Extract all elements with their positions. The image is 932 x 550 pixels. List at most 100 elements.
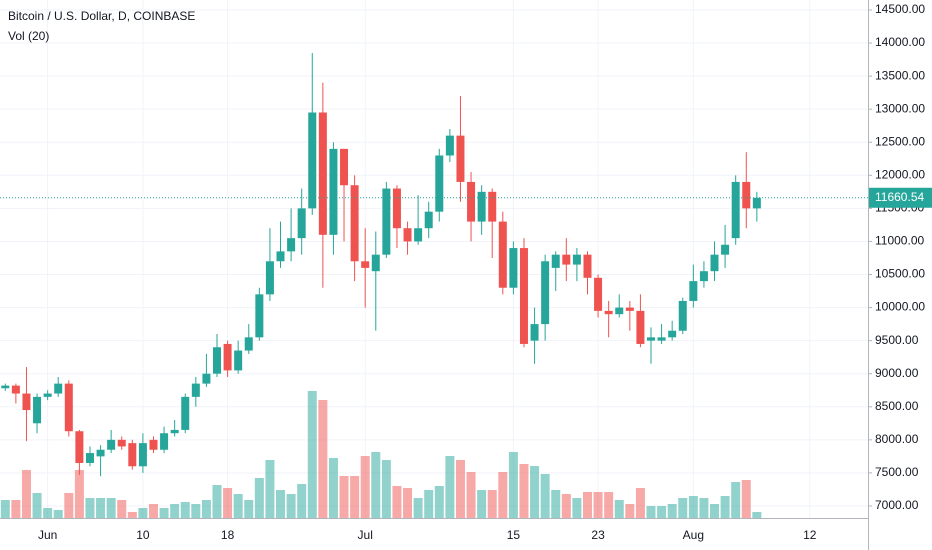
candle-body [287,238,296,252]
y-tick-label: 8500.00 [875,399,919,413]
candle-body [541,261,550,325]
candle-body [297,208,306,239]
candle-body [625,307,634,311]
y-tick-label: 12500.00 [875,134,925,148]
volume-bar [191,504,201,518]
candle-body [752,197,761,209]
candle-body [583,254,592,278]
volume-bar [297,484,307,518]
volume-bar [85,498,95,518]
volume-bar [731,482,741,518]
volume-bar [170,504,180,518]
volume-bar [646,506,656,518]
candle-body [477,191,486,222]
candle-body [234,350,243,371]
volume-bar [678,498,688,518]
volume-bar [318,400,328,518]
volume-bar [445,456,455,518]
volume-bar [223,488,233,518]
volume-bar [53,510,63,518]
candle-body [382,188,391,255]
candle-body [710,254,719,272]
volume-bar [0,500,10,518]
volume-bar [741,480,751,518]
volume-bar [148,504,158,518]
volume-bar [688,496,698,518]
volume-bar [254,478,264,518]
chart-title: Bitcoin / U.S. Dollar, D, COINBASE [8,9,195,23]
candle-body [276,251,285,262]
indicator-label: Vol (20) [8,29,49,43]
candle-body [1,385,10,389]
volume-bar [519,464,529,518]
candle-body [149,439,158,450]
candle-body [181,396,190,430]
volume-bar [498,472,508,518]
y-tick-label: 9500.00 [875,333,919,347]
volume-bar [487,490,497,518]
candle-body [594,277,603,311]
volume-bar [117,500,127,518]
candle-body [678,300,687,331]
candle-body [562,254,571,265]
volume-bar [424,490,434,518]
volume-bar [371,452,381,518]
volume-bar [180,502,190,518]
x-tick-label: Aug [683,528,704,542]
y-tick-label: 10500.00 [875,267,925,281]
volume-bar [720,496,730,518]
volume-bar [582,492,592,518]
candle-body [551,254,560,268]
candle-body [467,181,476,222]
volume-bar [106,498,116,518]
volume-bar [657,506,667,518]
candle-body [615,307,624,315]
y-tick-label: 12000.00 [875,167,925,181]
candle-body [308,112,317,209]
candle-body [54,383,63,394]
volume-bar [233,494,243,518]
volume-bar [593,492,603,518]
candle-body [191,383,200,397]
y-tick-label: 7500.00 [875,465,919,479]
volume-bar [11,500,21,518]
volume-bar [530,466,540,518]
volume-bar [360,456,370,518]
candle-body [435,155,444,212]
candle-body [117,439,126,447]
candle-body [22,393,31,411]
volume-bar [286,494,296,518]
candle-body [721,244,730,255]
y-tick-label: 7000.00 [875,498,919,512]
candle-body [699,271,708,282]
volume-bar [159,508,169,518]
candle-body [647,337,655,341]
candle-body [160,433,169,450]
volume-bar [667,504,677,518]
candle-body [636,310,645,344]
volume-bar [244,500,254,518]
volume-bar [21,470,31,518]
volume-bar [392,486,402,518]
volume-bar [328,458,338,518]
volume-bar [64,493,74,518]
candle-body [202,373,211,384]
y-tick-label: 9000.00 [875,366,919,380]
volume-bar [276,490,286,518]
volume-bar [710,504,720,518]
volume-bar [455,460,465,518]
candle-body [403,228,412,242]
volume-bar [561,494,571,518]
volume-bar [138,508,148,518]
y-tick-label: 14000.00 [875,35,925,49]
candle-body [128,443,137,467]
x-tick-label: Jun [38,528,57,542]
volume-bar [572,498,582,518]
candle-body [572,254,581,265]
grid-layer [0,0,868,518]
candle-body [424,211,433,229]
candle-body [244,337,253,351]
